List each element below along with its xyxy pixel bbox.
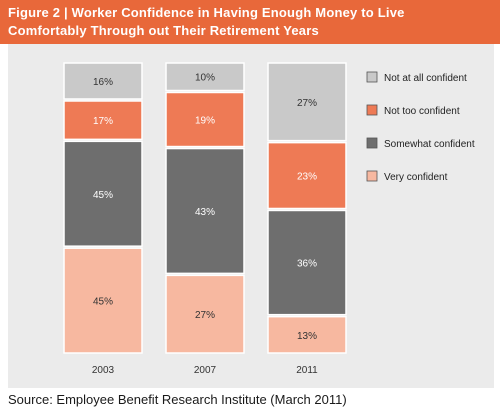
bar-segment-not-too-confident-2007 xyxy=(165,91,245,148)
bar-segment-somewhat-confident-2003 xyxy=(63,140,143,247)
data-label-somewhat-confident-2003: 45% xyxy=(93,190,113,201)
bar-segment-not-at-all-confident-2003 xyxy=(63,62,143,100)
legend-swatch-not-too-confident xyxy=(366,104,378,116)
bar-segment-not-too-confident-2003 xyxy=(63,100,143,141)
data-label-not-at-all-confident-2007: 10% xyxy=(195,73,215,84)
data-label-very-confident-2007: 27% xyxy=(195,310,215,321)
legend-label-somewhat-confident: Somewhat confident xyxy=(384,139,475,150)
legend-swatch-somewhat-confident xyxy=(366,137,378,149)
x-tick-label-2011: 2011 xyxy=(296,365,318,376)
x-tick-label-2003: 2003 xyxy=(92,365,115,376)
figure-title-line2: Comfortably Through out Their Retirement… xyxy=(8,23,319,38)
legend-label-not-too-confident: Not too confident xyxy=(384,106,460,117)
legend-label-not-at-all-confident: Not at all confident xyxy=(384,73,467,84)
bar-segment-somewhat-confident-2011 xyxy=(267,209,347,316)
source-note: Source: Employee Benefit Research Instit… xyxy=(8,392,347,407)
figure-title-line1: Figure 2 | Worker Confidence in Having E… xyxy=(8,5,405,20)
bar-segment-somewhat-confident-2007 xyxy=(165,147,245,275)
figure-header: Figure 2 | Worker Confidence in Having E… xyxy=(0,0,500,44)
data-label-not-at-all-confident-2003: 16% xyxy=(93,77,113,88)
data-label-not-too-confident-2007: 19% xyxy=(195,116,215,127)
data-label-not-at-all-confident-2011: 27% xyxy=(297,98,317,109)
data-label-very-confident-2011: 13% xyxy=(297,331,317,342)
data-label-not-too-confident-2011: 23% xyxy=(297,172,317,183)
data-label-very-confident-2003: 45% xyxy=(93,297,113,308)
bar-segment-very-confident-2003 xyxy=(63,247,143,354)
data-label-somewhat-confident-2011: 36% xyxy=(297,259,317,270)
bar-segment-very-confident-2011 xyxy=(267,315,347,354)
legend-swatch-very-confident xyxy=(366,170,378,182)
data-label-somewhat-confident-2007: 43% xyxy=(195,207,215,218)
bar-segment-not-too-confident-2011 xyxy=(267,141,347,210)
data-label-not-too-confident-2003: 17% xyxy=(93,116,113,127)
legend-label-very-confident: Very confident xyxy=(384,172,448,183)
bar-segment-not-at-all-confident-2011 xyxy=(267,62,347,142)
legend-swatch-not-at-all-confident xyxy=(366,71,378,83)
x-tick-label-2007: 2007 xyxy=(194,365,217,376)
bar-segment-not-at-all-confident-2007 xyxy=(165,62,245,92)
bar-segment-very-confident-2007 xyxy=(165,274,245,354)
